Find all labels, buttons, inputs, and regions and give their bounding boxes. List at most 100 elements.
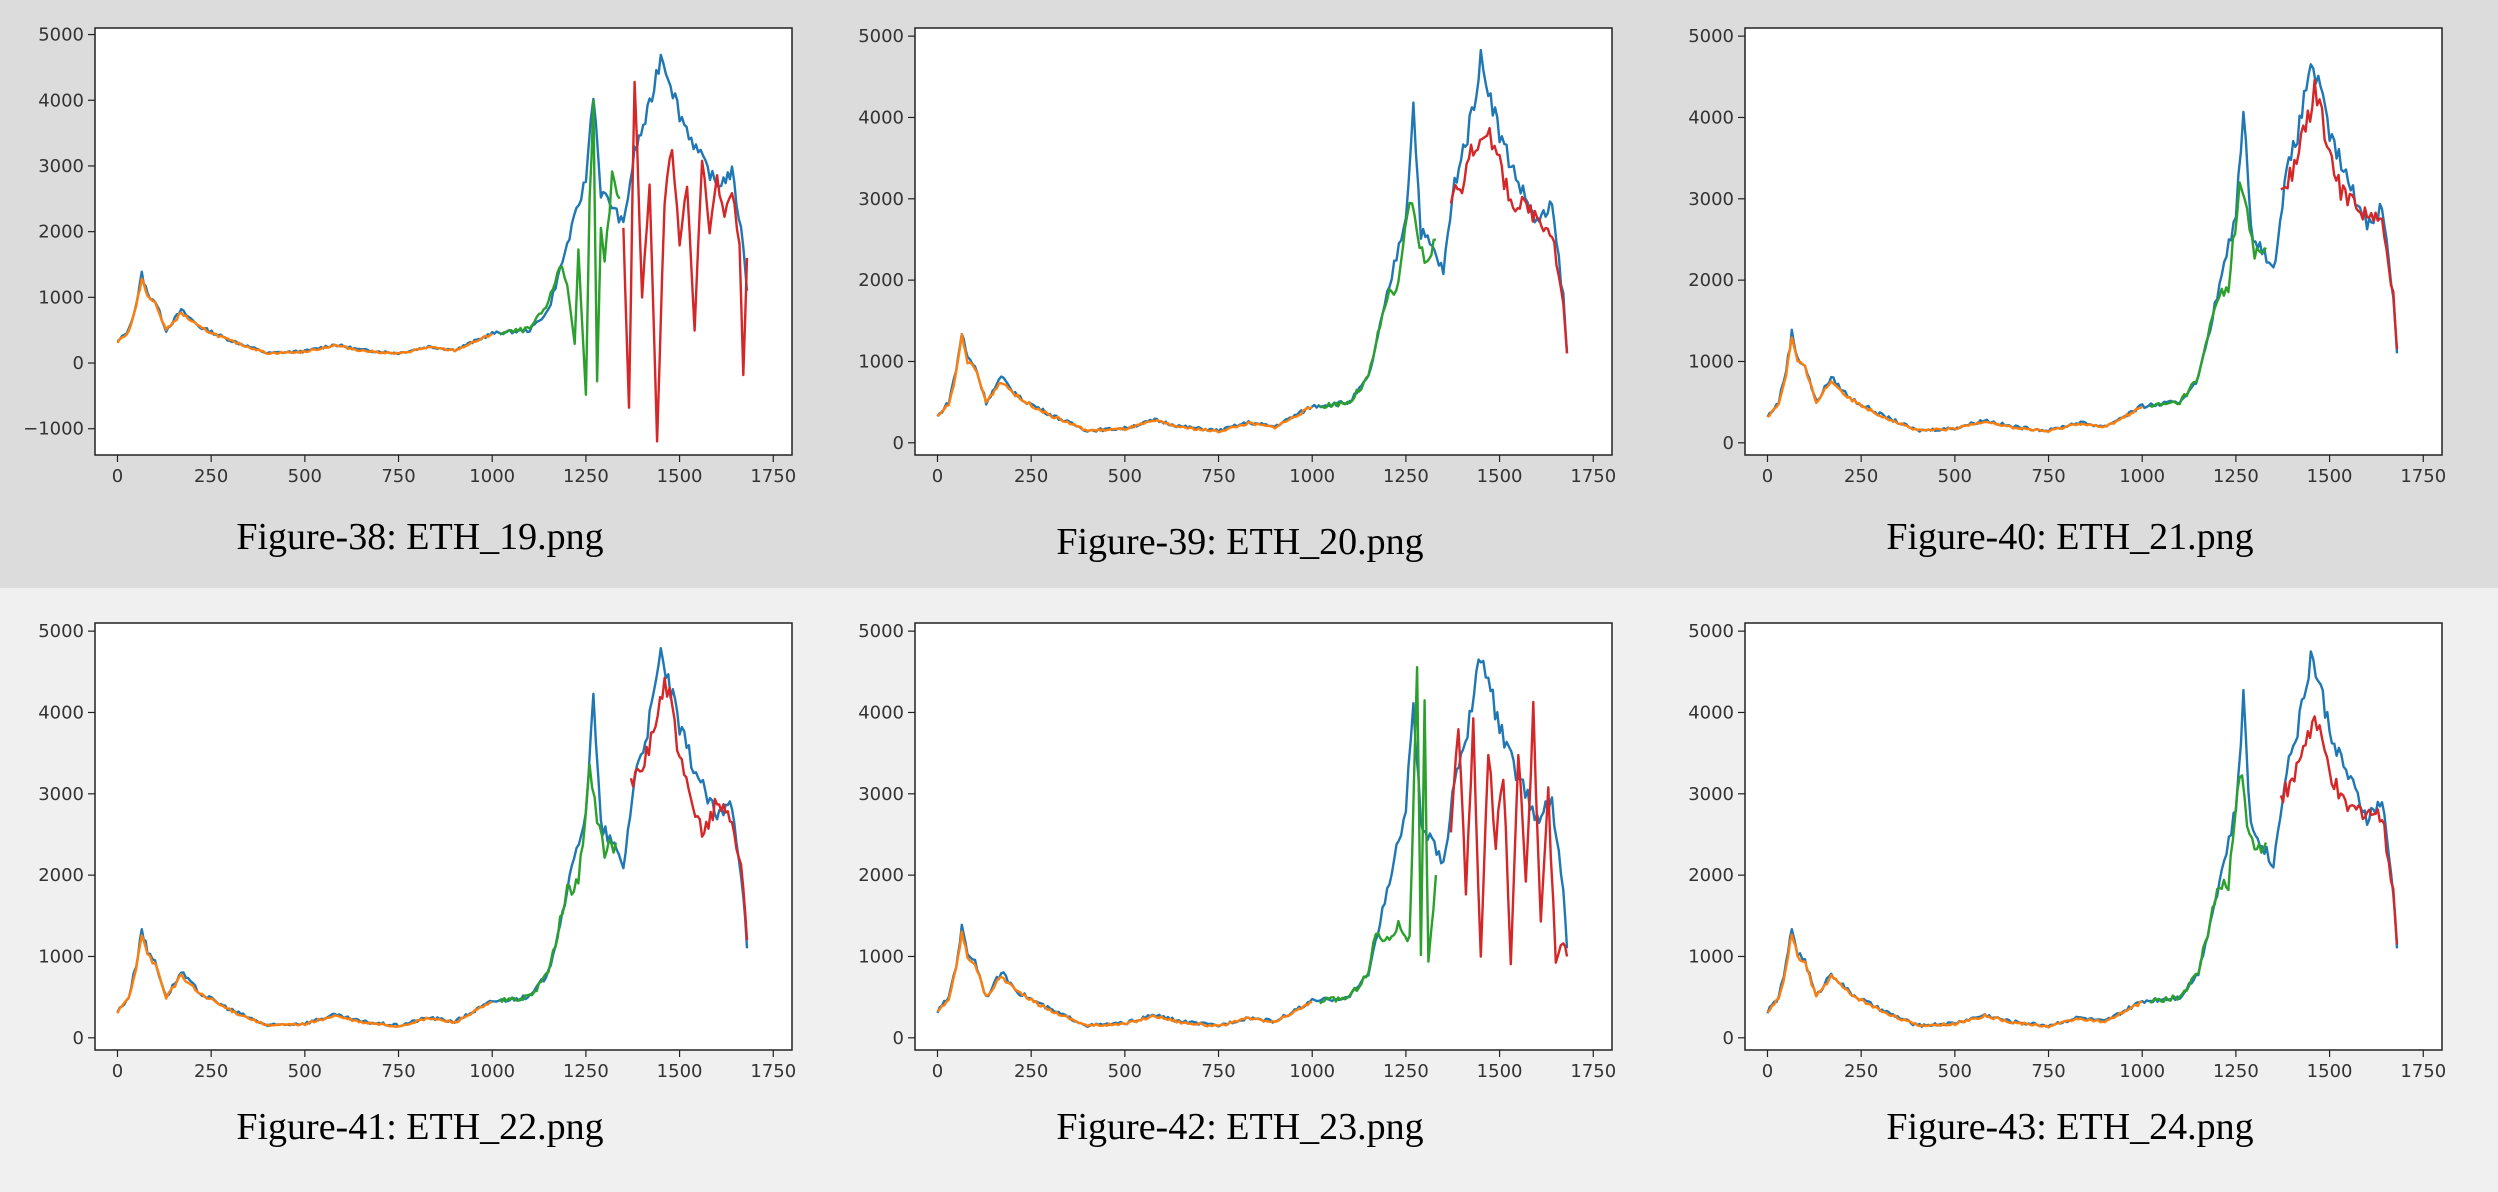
chart-eth-24: 0 250 500 750 1000 1250 1500 1750 0 1000 2000 3000 4…	[1688, 621, 2446, 1082]
y-tick-label: 4000	[1688, 107, 1734, 128]
train-prediction-line	[936, 333, 1313, 434]
y-tick-label: 4000	[1688, 702, 1734, 723]
y-tick-label: 0	[73, 353, 84, 374]
x-tick-label: 0	[932, 1061, 943, 1082]
y-tick-label: 4000	[858, 702, 904, 723]
x-tick-label: 1250	[2213, 1061, 2259, 1082]
y-tick-label: 0	[73, 1028, 84, 1049]
plot-area	[95, 623, 792, 1050]
chart-panel-eth-21: 0 250 500 750 1000 1250 1500 1750 0 1000 2000 3000 4…	[1670, 20, 2470, 580]
plot-frame	[94, 27, 793, 456]
y-tick-label: 1000	[1688, 351, 1734, 372]
x-tick-label: 1750	[1570, 1061, 1616, 1082]
figure-caption: Figure-39: ETH_20.png	[1056, 521, 1424, 563]
test-prediction-line	[2279, 715, 2399, 945]
y-tick-label: 0	[893, 433, 904, 454]
chart-panel-eth-23: 0 250 500 750 1000 1250 1500 1750 0 1000 2000 3000 4…	[840, 615, 1640, 1185]
chart-panel-eth-24: 0 250 500 750 1000 1250 1500 1750 0 1000 2000 3000 4…	[1670, 615, 2470, 1185]
y-tick-label: 5000	[1688, 26, 1734, 47]
x-tick-label: 1750	[2400, 466, 2446, 487]
x-tick-label: 1000	[469, 466, 515, 487]
y-tick-label: 5000	[38, 25, 84, 46]
y-tick-label: 2000	[1688, 865, 1734, 886]
y-tick-label: 5000	[858, 26, 904, 47]
x-tick-label: 0	[112, 1061, 123, 1082]
validation-prediction-line	[1319, 201, 1437, 410]
x-tick-label: 1750	[2400, 1061, 2446, 1082]
chart-panel-eth-22: 0 250 500 750 1000 1250 1500 1750 0 1000 2000 3000 4…	[20, 615, 820, 1185]
test-prediction-line	[1449, 126, 1569, 354]
y-tick-label: 2000	[858, 865, 904, 886]
plot-frame	[94, 622, 793, 1051]
train-prediction-line	[1766, 933, 2143, 1029]
x-tick-label: 1000	[1289, 466, 1335, 487]
x-tick-label: 1000	[2119, 466, 2165, 487]
x-tick-label: 1000	[469, 1061, 515, 1082]
x-tick-label: 1500	[1477, 466, 1523, 487]
x-tick-label: 1500	[657, 466, 703, 487]
chart-eth-19: 0 250 500 750 1000 1250 1500 1750 −1000 0 1000 2000…	[23, 25, 796, 487]
figure-caption: Figure-43: ETH_24.png	[1886, 1106, 2254, 1148]
y-tick-label: 1000	[38, 946, 84, 967]
x-tick-label: 1250	[2213, 466, 2259, 487]
y-tick-label: 3000	[38, 156, 84, 177]
y-tick-label: 4000	[38, 702, 84, 723]
y-tick-label: 3000	[38, 784, 84, 805]
x-tick-label: 0	[1762, 466, 1773, 487]
x-tick-label: 0	[112, 466, 123, 487]
plot-frame	[914, 622, 1613, 1051]
y-tick-label: 2000	[38, 222, 84, 243]
plot-area	[915, 28, 1612, 455]
x-tick-label: 750	[2031, 1061, 2065, 1082]
chart-eth-21: 0 250 500 750 1000 1250 1500 1750 0 1000 2000 3000 4…	[1688, 26, 2446, 487]
y-tick-label: 3000	[1688, 189, 1734, 210]
x-tick-label: 500	[1108, 466, 1142, 487]
y-tick-label: −1000	[23, 419, 84, 440]
x-tick-label: 750	[1201, 466, 1235, 487]
figure-caption: Figure-41: ETH_22.png	[236, 1106, 604, 1148]
chart-eth-22: 0 250 500 750 1000 1250 1500 1750 0 1000 2000 3000 4…	[38, 621, 796, 1082]
x-tick-label: 1500	[1477, 1061, 1523, 1082]
y-tick-label: 1000	[38, 287, 84, 308]
x-tick-label: 1750	[1570, 466, 1616, 487]
x-tick-label: 250	[1844, 1061, 1878, 1082]
train-prediction-line	[116, 277, 493, 356]
x-tick-label: 500	[1938, 1061, 1972, 1082]
x-tick-label: 250	[194, 466, 228, 487]
chart-panel-eth-19: 0 250 500 750 1000 1250 1500 1750 −1000 0 1000 2000…	[20, 20, 820, 580]
x-tick-label: 1500	[2307, 466, 2353, 487]
x-tick-label: 1500	[2307, 1061, 2353, 1082]
x-tick-label: 750	[2031, 466, 2065, 487]
plot-area	[1745, 28, 2442, 455]
x-tick-label: 0	[1762, 1061, 1773, 1082]
x-tick-label: 1750	[750, 1061, 796, 1082]
chart-panel-eth-20: 0 250 500 750 1000 1250 1500 1750 0 1000 2000 3000 4…	[840, 20, 1640, 580]
figure-caption: Figure-38: ETH_19.png	[236, 516, 604, 558]
x-tick-label: 500	[288, 466, 322, 487]
y-tick-label: 3000	[858, 784, 904, 805]
y-tick-label: 1000	[858, 946, 904, 967]
x-tick-label: 1250	[1383, 1061, 1429, 1082]
x-tick-label: 500	[1108, 1061, 1142, 1082]
train-prediction-line	[1766, 336, 2143, 433]
figure-caption: Figure-42: ETH_23.png	[1056, 1106, 1424, 1148]
y-tick-label: 3000	[1688, 784, 1734, 805]
plot-frame	[1744, 27, 2443, 456]
y-tick-label: 4000	[38, 90, 84, 111]
x-tick-label: 1000	[1289, 1061, 1335, 1082]
plot-area	[1745, 623, 2442, 1050]
test-prediction-line	[2280, 79, 2399, 350]
y-tick-label: 5000	[858, 621, 904, 642]
y-tick-label: 5000	[38, 621, 84, 642]
validation-prediction-line	[499, 99, 621, 396]
y-tick-label: 0	[1723, 433, 1734, 454]
x-tick-label: 250	[1844, 466, 1878, 487]
x-tick-label: 1250	[563, 466, 609, 487]
y-tick-label: 4000	[858, 107, 904, 128]
validation-prediction-line	[1319, 666, 1438, 1005]
x-tick-label: 500	[1938, 466, 1972, 487]
train-prediction-line	[936, 930, 1313, 1028]
validation-prediction-line	[2149, 181, 2267, 408]
x-tick-label: 750	[1201, 1061, 1235, 1082]
test-prediction-line	[622, 80, 749, 443]
